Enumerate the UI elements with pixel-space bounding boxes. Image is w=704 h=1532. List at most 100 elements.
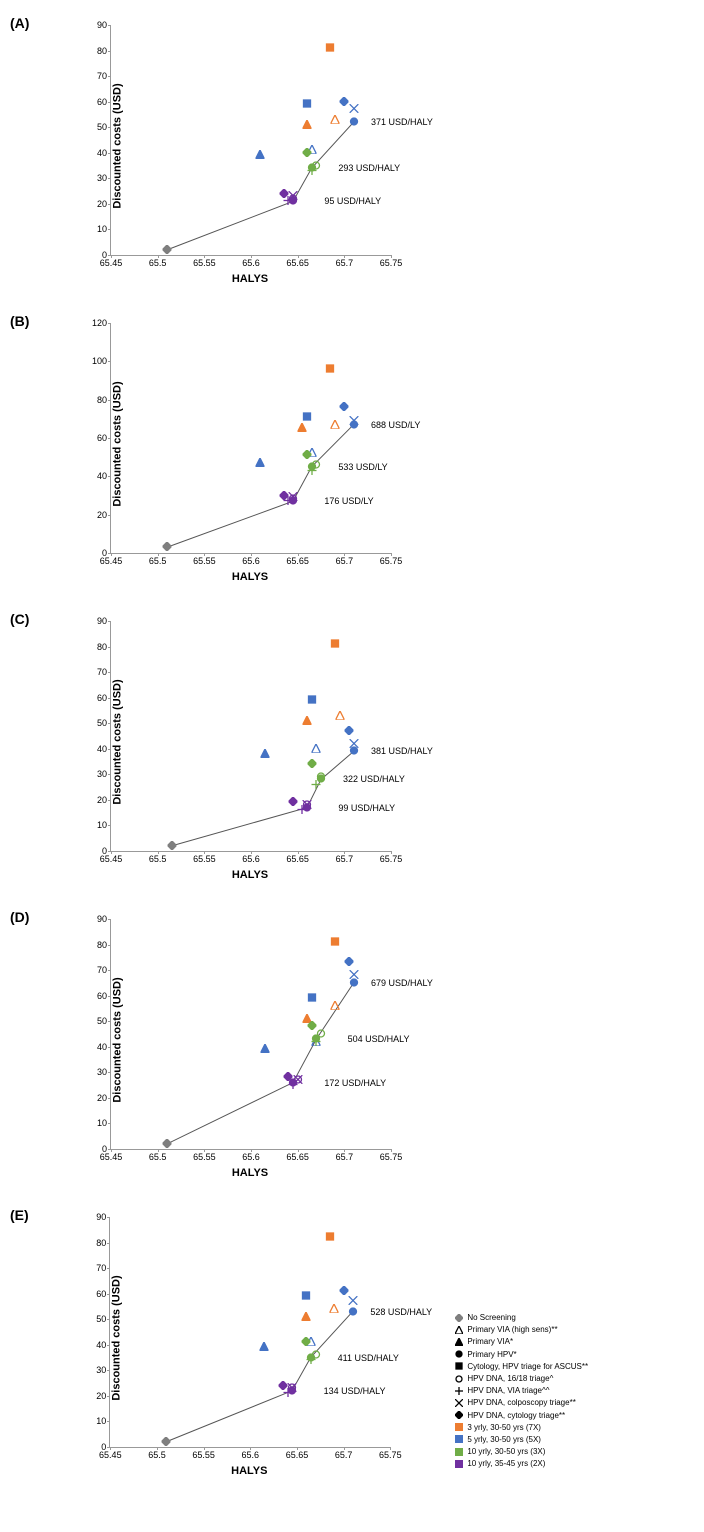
efficiency-frontier xyxy=(167,425,354,548)
annotation: 322 USD/HALY xyxy=(343,774,405,784)
data-point xyxy=(340,93,349,111)
panel-E: (E) 010203040506070809065.4565.565.5565.6… xyxy=(10,1202,694,1492)
xaxis-label: HALYS xyxy=(220,1167,280,1179)
plot-area: 010203040506070809065.4565.565.5565.665.… xyxy=(109,1217,390,1448)
chart-container: (A) 010203040506070809065.4565.565.5565.6… xyxy=(10,10,694,1492)
data-point xyxy=(261,745,270,763)
legend-item: Primary VIA* xyxy=(454,1336,588,1347)
data-point xyxy=(303,408,312,426)
panel-label: (E) xyxy=(10,1202,39,1223)
annotation: 371 USD/HALY xyxy=(371,117,433,127)
data-point xyxy=(288,1382,297,1400)
data-point xyxy=(331,997,340,1015)
data-point xyxy=(163,538,172,556)
panel-label: (B) xyxy=(10,308,40,329)
efficiency-frontier xyxy=(172,751,354,846)
data-point xyxy=(330,1300,339,1318)
data-point xyxy=(256,454,265,472)
data-point xyxy=(335,707,344,725)
data-point xyxy=(307,159,316,177)
data-point xyxy=(163,1135,172,1153)
data-point xyxy=(349,416,358,434)
data-point xyxy=(302,1308,311,1326)
legend-item: HPV DNA, colposcopy triage** xyxy=(454,1397,588,1408)
annotation: 688 USD/LY xyxy=(371,420,420,430)
data-point xyxy=(303,799,312,817)
data-point xyxy=(289,192,298,210)
data-point xyxy=(317,770,326,788)
yaxis-label: Discounted costs (USD) xyxy=(112,679,124,804)
efficiency-frontier xyxy=(167,983,354,1144)
plot-area: 010203040506070809065.4565.565.5565.665.… xyxy=(110,919,391,1150)
annotation: 381 USD/HALY xyxy=(371,746,433,756)
xaxis-label: HALYS xyxy=(220,869,280,881)
panel-label: (D) xyxy=(10,904,40,925)
xaxis-label: HALYS xyxy=(220,571,280,583)
annotation: 533 USD/LY xyxy=(338,462,387,472)
annotation: 95 USD/HALY xyxy=(324,196,381,206)
data-point xyxy=(326,39,335,57)
data-point xyxy=(162,1433,171,1451)
data-point xyxy=(312,1030,321,1048)
data-point xyxy=(261,1040,270,1058)
annotation: 99 USD/HALY xyxy=(338,803,395,813)
data-point xyxy=(339,1282,348,1300)
data-point xyxy=(331,416,340,434)
panel-A: (A) 010203040506070809065.4565.565.5565.6… xyxy=(10,10,694,300)
legend-item: No Screening xyxy=(454,1312,588,1323)
legend-item: HPV DNA, 16/18 triage^ xyxy=(454,1373,588,1384)
plot-area: 010203040506070809065.4565.565.5565.665.… xyxy=(110,25,391,256)
legend-item: Primary HPV* xyxy=(454,1349,588,1360)
legend-item: 10 yrly, 30-50 yrs (3X) xyxy=(454,1446,588,1457)
panel-C: (C) 010203040506070809065.4565.565.5565.6… xyxy=(10,606,694,896)
data-point xyxy=(303,95,312,113)
annotation: 504 USD/HALY xyxy=(348,1034,410,1044)
data-point xyxy=(331,635,340,653)
panel-D: (D) 010203040506070809065.4565.565.5565.6… xyxy=(10,904,694,1194)
legend-item: 3 yrly, 30-50 yrs (7X) xyxy=(454,1422,588,1433)
data-point xyxy=(306,1349,315,1367)
data-point xyxy=(307,989,316,1007)
legend-item: HPV DNA, VIA triage^^ xyxy=(454,1385,588,1396)
data-point xyxy=(260,1338,269,1356)
panel-B: (B) 02040608010012065.4565.565.5565.665.6… xyxy=(10,308,694,598)
yaxis-label: Discounted costs (USD) xyxy=(111,1275,123,1400)
efficiency-frontier xyxy=(167,122,354,250)
data-point xyxy=(302,1287,311,1305)
annotation: 176 USD/LY xyxy=(324,496,373,506)
panel-label: (C) xyxy=(10,606,40,627)
yaxis-label: Discounted costs (USD) xyxy=(112,977,124,1102)
plot-area: 02040608010012065.4565.565.5565.665.6565… xyxy=(110,323,391,554)
annotation: 134 USD/HALY xyxy=(324,1386,386,1396)
plot-area: 010203040506070809065.4565.565.5565.665.… xyxy=(110,621,391,852)
annotation: 293 USD/HALY xyxy=(338,163,400,173)
data-point xyxy=(307,458,316,476)
panel-label: (A) xyxy=(10,10,40,31)
legend-item: 10 yrly, 35-45 yrs (2X) xyxy=(454,1458,588,1469)
data-point xyxy=(307,755,316,773)
data-point xyxy=(331,933,340,951)
data-point xyxy=(349,974,358,992)
xaxis-label: HALYS xyxy=(220,273,280,285)
yaxis-label: Discounted costs (USD) xyxy=(112,381,124,506)
legend-item: HPV DNA, cytology triage** xyxy=(454,1410,588,1421)
xaxis-label: HALYS xyxy=(219,1465,279,1477)
data-point xyxy=(289,492,298,510)
data-point xyxy=(325,1228,334,1246)
legend: No ScreeningPrimary VIA (high sens)**Pri… xyxy=(454,1312,588,1470)
data-point xyxy=(303,712,312,730)
annotation: 172 USD/HALY xyxy=(324,1078,386,1088)
data-point xyxy=(348,1303,357,1321)
data-point xyxy=(349,742,358,760)
data-point xyxy=(349,113,358,131)
data-point xyxy=(326,360,335,378)
legend-item: 5 yrly, 30-50 yrs (5X) xyxy=(454,1434,588,1445)
annotation: 528 USD/HALY xyxy=(370,1307,432,1317)
efficiency-frontier xyxy=(166,1312,353,1442)
yaxis-label: Discounted costs (USD) xyxy=(112,83,124,208)
annotation: 679 USD/HALY xyxy=(371,978,433,988)
annotation: 411 USD/HALY xyxy=(338,1353,399,1363)
data-point xyxy=(163,241,172,259)
data-point xyxy=(340,398,349,416)
data-point xyxy=(167,837,176,855)
